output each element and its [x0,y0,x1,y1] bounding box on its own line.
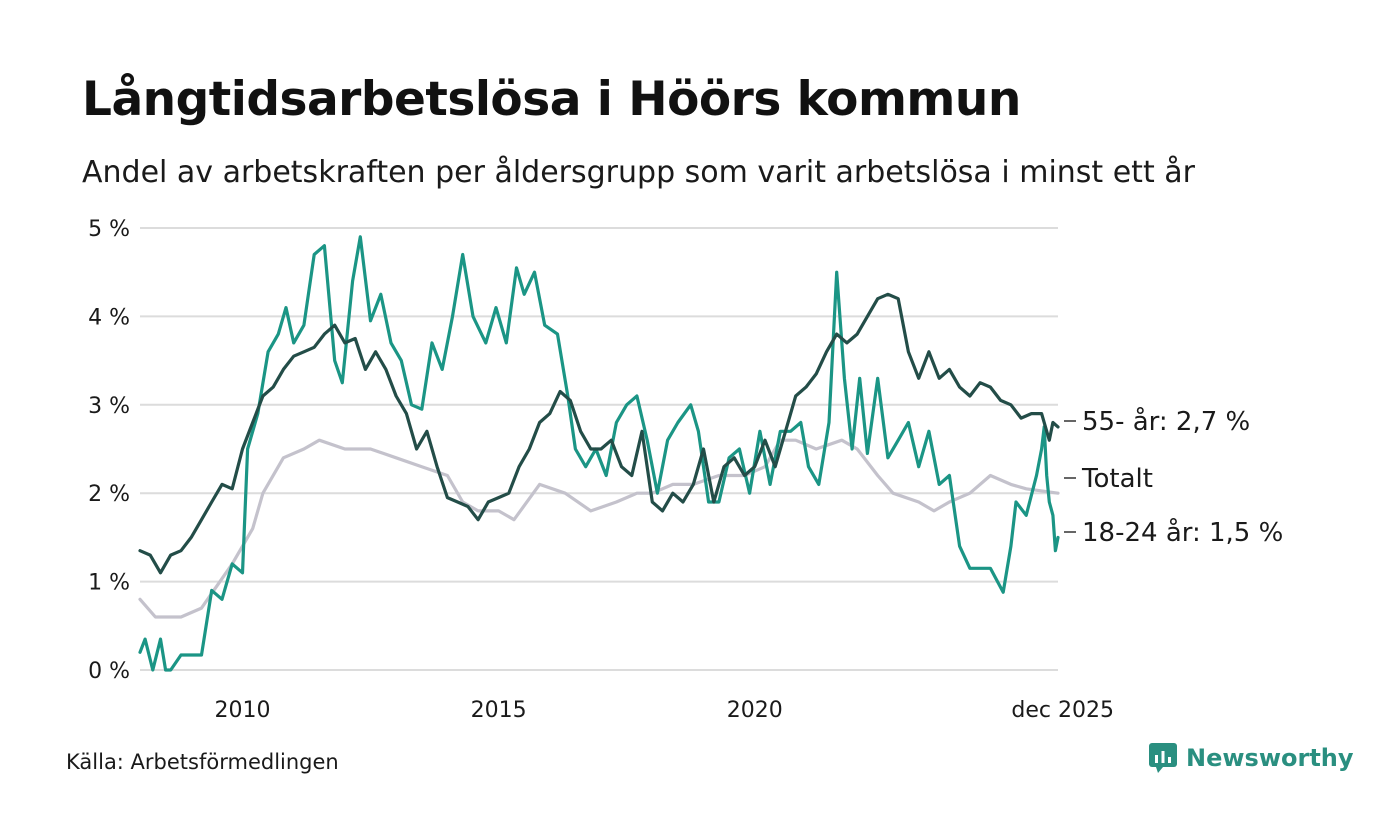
chart-subtitle: Andel av arbetskraften per åldersgrupp s… [82,155,1195,190]
chart-title: Långtidsarbetslösa i Höörs kommun [82,72,1021,127]
series-line-55-r [138,292,1060,575]
series-line-18-24-r [138,235,1060,672]
y-tick-label: 4 % [88,305,130,330]
y-tick-label: 3 % [88,394,130,419]
source-note: Källa: Arbetsförmedlingen [66,750,339,774]
x-tick-label: 2015 [471,698,527,723]
brand-name: Newsworthy [1186,744,1354,772]
series-end-label: 18-24 år: 1,5 % [1082,517,1283,548]
series-line-totalt [138,438,1060,619]
series-end-label: 55- år: 2,7 % [1082,406,1250,437]
y-tick-label: 2 % [88,482,130,507]
x-tick-label: dec 2025 [1011,698,1114,723]
x-tick-label: 2010 [214,698,270,723]
newsworthy-logo[interactable]: Newsworthy [1148,742,1354,774]
x-tick-label: 2020 [727,698,783,723]
newsworthy-icon [1149,743,1177,773]
y-tick-label: 1 % [88,571,130,596]
y-tick-label: 0 % [88,659,130,684]
y-tick-label: 5 % [88,217,130,242]
series-end-label: Totalt [1081,464,1153,494]
